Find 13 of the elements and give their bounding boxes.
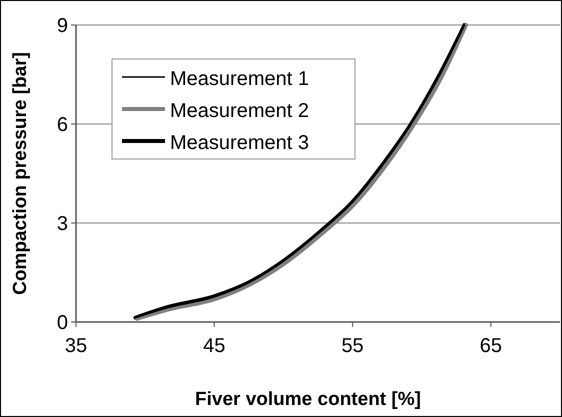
y-tick-label: 0 <box>56 312 68 334</box>
x-tick-label: 55 <box>341 335 364 357</box>
x-tick-label: 45 <box>203 335 226 357</box>
legend-label: Measurement 2 <box>170 100 309 122</box>
legend-label: Measurement 1 <box>170 68 309 90</box>
y-tick-label: 9 <box>56 15 68 37</box>
x-tick-label: 35 <box>64 335 88 357</box>
x-axis-title: Fiver volume content [%] <box>195 389 421 410</box>
y-axis-title: Compaction pressure [bar] <box>10 52 31 295</box>
y-tick-label: 6 <box>56 114 68 136</box>
y-tick-label: 3 <box>56 213 68 235</box>
x-tick-label: 65 <box>480 335 502 357</box>
legend-label: Measurement 3 <box>170 132 309 154</box>
